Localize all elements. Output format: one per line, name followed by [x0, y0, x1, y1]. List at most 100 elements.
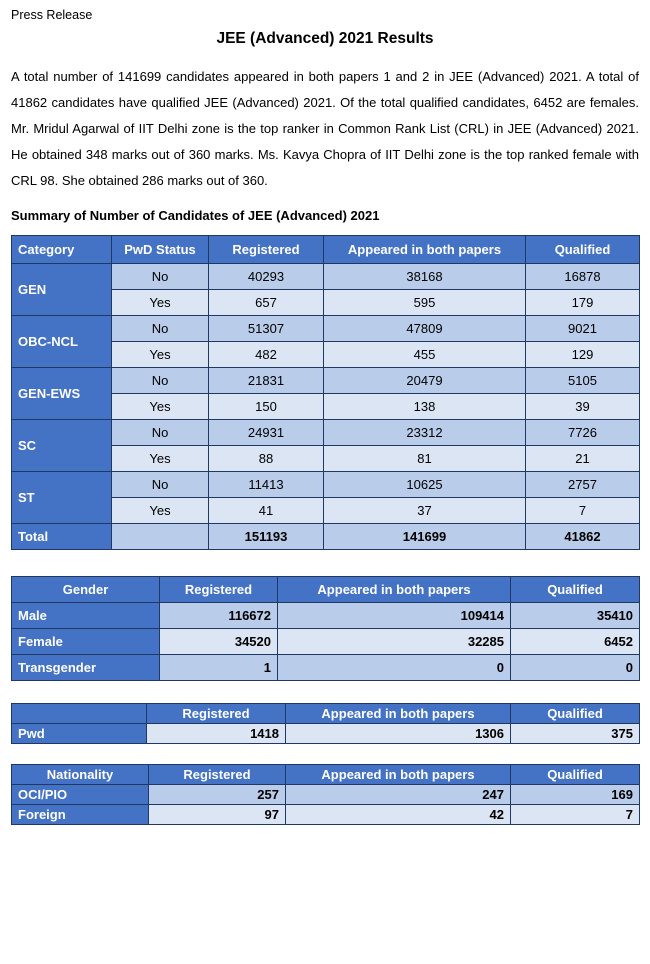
header-cell-qualified: Qualified — [510, 576, 640, 603]
table-cell: No — [111, 263, 209, 290]
table-cell: 41 — [208, 497, 324, 524]
table-cell: 24931 — [208, 419, 324, 446]
table-cell: 32285 — [277, 628, 511, 655]
table-cell: 7 — [525, 497, 640, 524]
table-cell: 129 — [525, 341, 640, 368]
press-release-page: Press Release JEE (Advanced) 2021 Result… — [11, 8, 640, 825]
table-row: SC No 24931 23312 7726 — [11, 419, 640, 472]
header-cell-registered: Registered — [208, 235, 324, 264]
table-cell: 595 — [323, 289, 526, 316]
table-cell: 0 — [277, 654, 511, 681]
category-cell: GEN — [11, 263, 112, 316]
table-cell: 51307 — [208, 315, 324, 342]
table-cell: 88 — [208, 445, 324, 472]
pwd-table: Registered Appeared in both papers Quali… — [11, 703, 640, 744]
table-cell: 657 — [208, 289, 324, 316]
table-cell: 39 — [525, 393, 640, 420]
row-label-cell: Pwd — [11, 723, 147, 744]
header-cell-appeared: Appeared in both papers — [285, 703, 511, 724]
table-cell: No — [111, 315, 209, 342]
header-cell-pwd-status: PwD Status — [111, 235, 209, 264]
table-cell: No — [111, 419, 209, 446]
table-cell: 23312 — [323, 419, 526, 446]
category-cell: ST — [11, 471, 112, 524]
table-cell: 375 — [510, 723, 640, 744]
header-cell-qualified: Qualified — [510, 703, 640, 724]
table-cell: 81 — [323, 445, 526, 472]
table-cell: 6452 — [510, 628, 640, 655]
table-row: Female 34520 32285 6452 — [11, 628, 640, 655]
header-row: Gender Registered Appeared in both paper… — [11, 576, 640, 603]
header-row: Nationality Registered Appeared in both … — [11, 764, 640, 785]
table-cell: 179 — [525, 289, 640, 316]
table-cell: 0 — [510, 654, 640, 681]
table-cell: 40293 — [208, 263, 324, 290]
table-cell: 455 — [323, 341, 526, 368]
header-cell-registered: Registered — [146, 703, 286, 724]
header-cell-nationality: Nationality — [11, 764, 149, 785]
header-cell-appeared: Appeared in both papers — [285, 764, 511, 785]
header-cell-gender: Gender — [11, 576, 160, 603]
intro-paragraph: A total number of 141699 candidates appe… — [11, 69, 639, 188]
table-cell: 141699 — [323, 523, 526, 550]
table-cell: 37 — [323, 497, 526, 524]
table-row: GEN-EWS No 21831 20479 5105 — [11, 367, 640, 420]
table-row: OCI/PIO 257 247 169 — [11, 784, 640, 805]
table-row: OBC-NCL No 51307 47809 9021 — [11, 315, 640, 368]
table-cell: 47809 — [323, 315, 526, 342]
table-row: GEN No 40293 38168 16878 — [11, 263, 640, 316]
header-cell-blank — [11, 703, 147, 724]
table-cell: 20479 — [323, 367, 526, 394]
table-cell: 34520 — [159, 628, 278, 655]
header-cell-category: Category — [11, 235, 112, 264]
table-cell: Yes — [111, 497, 209, 524]
table-row: Yes 657 595 179 — [12, 289, 640, 316]
table-cell: 10625 — [323, 471, 526, 498]
table-cell: 21831 — [208, 367, 324, 394]
table-cell: 16878 — [525, 263, 640, 290]
table-cell: 169 — [510, 784, 640, 805]
header-cell-qualified: Qualified — [510, 764, 640, 785]
table-cell: 7726 — [525, 419, 640, 446]
table-cell: 42 — [285, 804, 511, 825]
table-row: Yes 482 455 129 — [12, 341, 640, 368]
table-cell: No — [111, 471, 209, 498]
table-cell: Yes — [111, 341, 209, 368]
page-title: JEE (Advanced) 2021 Results — [216, 30, 434, 47]
table-cell: 247 — [285, 784, 511, 805]
table-cell: Yes — [111, 445, 209, 472]
table-row: ST No 11413 10625 2757 — [11, 471, 640, 524]
header-cell-registered: Registered — [148, 764, 286, 785]
table-row: Yes 41 37 7 — [12, 497, 640, 524]
table-cell: 21 — [525, 445, 640, 472]
category-cell: SC — [11, 419, 112, 472]
table-cell: 9021 — [525, 315, 640, 342]
table-cell: 151193 — [208, 523, 324, 550]
row-label-cell: Transgender — [11, 654, 160, 681]
table-row: Male 116672 109414 35410 — [11, 602, 640, 629]
category-summary-table: Category PwD Status Registered Appeared … — [11, 235, 640, 550]
header-cell-registered: Registered — [159, 576, 278, 603]
header-cell-qualified: Qualified — [525, 235, 640, 264]
table-cell: 116672 — [159, 602, 278, 629]
row-label-cell: OCI/PIO — [11, 784, 149, 805]
nationality-table: Nationality Registered Appeared in both … — [11, 764, 640, 825]
table-cell: 97 — [148, 804, 286, 825]
table-cell: Yes — [111, 393, 209, 420]
kicker: Press Release — [11, 8, 93, 22]
table-cell — [111, 523, 209, 550]
table-cell: 35410 — [510, 602, 640, 629]
header-cell-appeared: Appeared in both papers — [277, 576, 511, 603]
table-row: Foreign 97 42 7 — [11, 804, 640, 825]
table-cell: 2757 — [525, 471, 640, 498]
table-cell: 41862 — [525, 523, 640, 550]
total-row: Total 151193 141699 41862 — [11, 523, 640, 550]
category-cell: OBC-NCL — [11, 315, 112, 368]
table-cell: 11413 — [208, 471, 324, 498]
table-cell: 5105 — [525, 367, 640, 394]
table-cell: Yes — [111, 289, 209, 316]
table-cell: 1 — [159, 654, 278, 681]
header-row: Category PwD Status Registered Appeared … — [11, 235, 640, 264]
table-cell: 138 — [323, 393, 526, 420]
table-cell: 38168 — [323, 263, 526, 290]
